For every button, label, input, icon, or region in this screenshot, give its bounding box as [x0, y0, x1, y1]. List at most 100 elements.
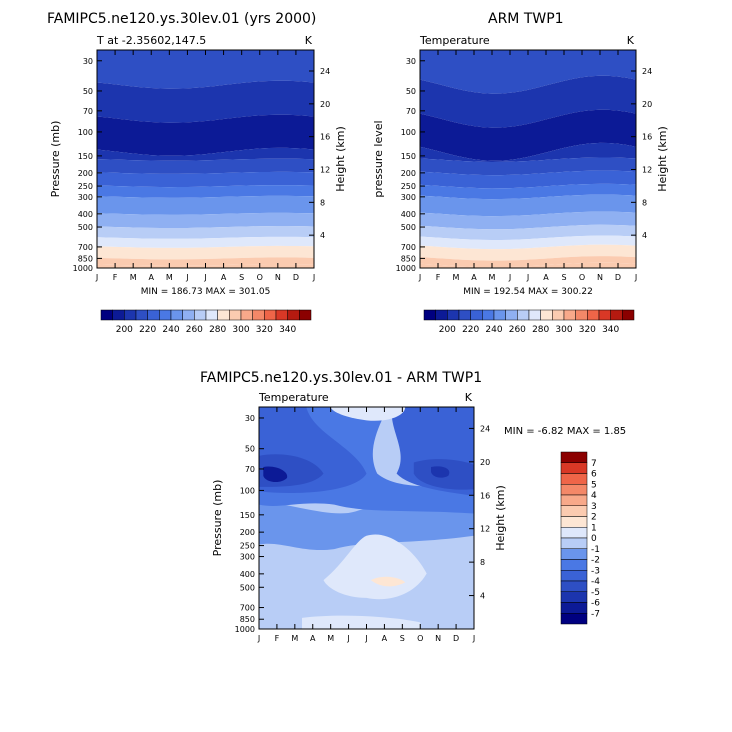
height-tick-label: 20 — [480, 458, 490, 467]
contour-band — [420, 109, 636, 161]
x-tick-label: F — [275, 634, 280, 643]
x-tick-label: A — [221, 273, 227, 282]
y-tick-label: 250 — [240, 542, 255, 551]
colorbar-swatch — [493, 309, 506, 321]
colorbar-label: 320 — [256, 325, 273, 335]
y-tick-label: 700 — [240, 604, 255, 613]
contour-band — [420, 244, 636, 261]
x-tick-label: J — [634, 273, 637, 282]
contour-band — [97, 185, 314, 198]
colorbar-swatch — [560, 580, 588, 592]
colorbar-swatch — [170, 309, 183, 321]
colorbar-swatch — [560, 505, 588, 517]
x-tick-label: A — [382, 634, 388, 643]
contour-band — [420, 183, 636, 200]
x-tick-label: M — [166, 273, 173, 282]
y-tick-label: 1000 — [396, 264, 416, 273]
colorbar-label: 280 — [209, 325, 226, 335]
colorbar-label: 4 — [591, 491, 597, 501]
colorbar-swatch — [560, 494, 588, 506]
colorbar-label: -3 — [591, 566, 600, 576]
colorbar-swatch — [240, 309, 253, 321]
colorbar-swatch — [560, 484, 588, 496]
difference-contour-region — [263, 466, 288, 483]
colorbar-swatch — [560, 570, 588, 582]
x-tick-label: J — [95, 273, 98, 282]
x-tick-label: J — [312, 273, 315, 282]
colorbar-swatch — [275, 309, 288, 321]
colorbar-swatch — [423, 309, 436, 321]
colorbar-swatch — [112, 309, 125, 321]
x-tick-label: D — [615, 273, 621, 282]
y-tick-label: 30 — [406, 57, 416, 66]
x-tick-label: O — [257, 273, 263, 282]
y-tick-label: 300 — [78, 193, 93, 202]
contour-band — [97, 212, 314, 229]
x-tick-label: A — [471, 273, 477, 282]
colorbar-swatch — [100, 309, 113, 321]
colorbar-label: 300 — [232, 325, 249, 335]
x-tick-label: M — [489, 273, 496, 282]
colorbar-swatch — [560, 516, 588, 528]
colorbar-label: 5 — [591, 480, 597, 490]
contour-band — [97, 80, 314, 123]
y-axis-right-label: Height (km) — [656, 126, 669, 192]
colorbar-swatch — [435, 309, 448, 321]
x-tick-label: S — [239, 273, 244, 282]
colorbar-swatch — [135, 309, 148, 321]
y-tick-label: 50 — [406, 87, 416, 96]
colorbar-label: 6 — [591, 470, 597, 480]
y-tick-label: 150 — [240, 511, 255, 520]
model-colorbar: 200 220 240 260 280 300 320 340 — [100, 309, 312, 335]
obs-heatmap-panel: J F M A M J J A S O N D J 30 50 70 100 150 200 250 300 400 500… — [372, 34, 669, 297]
height-tick-label: 4 — [320, 231, 325, 240]
y-tick-label: 250 — [401, 182, 416, 191]
colorbar-swatch — [252, 309, 265, 321]
colorbar-label: 260 — [509, 325, 526, 335]
y-tick-label: 200 — [240, 528, 255, 537]
colorbar-swatch — [205, 309, 218, 321]
contour-band — [420, 142, 636, 162]
x-tick-label: J — [472, 634, 475, 643]
x-tick-label: A — [310, 634, 316, 643]
x-tick-label: J — [203, 273, 206, 282]
obs-panel-title: ARM TWP1 — [488, 11, 564, 27]
colorbar-swatch — [560, 591, 588, 603]
colorbar-label: -1 — [591, 545, 600, 555]
height-tick-label: 4 — [642, 231, 647, 240]
contour-band — [420, 224, 636, 241]
colorbar-swatch — [560, 613, 588, 625]
y-axis-label: pressure level — [372, 120, 385, 197]
contour-band — [97, 226, 314, 239]
colorbar-swatch — [229, 309, 242, 321]
x-tick-label: S — [561, 273, 566, 282]
y-tick-label: 100 — [78, 128, 93, 137]
x-tick-label: O — [417, 634, 423, 643]
height-tick-label: 12 — [320, 166, 330, 175]
contour-band — [420, 50, 636, 94]
colorbar-swatch — [299, 309, 312, 321]
y-axis-label: Pressure (mb) — [211, 480, 224, 557]
colorbar-label: 300 — [555, 325, 572, 335]
colorbar-label: 200 — [439, 325, 456, 335]
y-axis-label: Pressure (mb) — [49, 121, 62, 198]
colorbar-label: 1 — [591, 523, 597, 533]
height-tick-label: 12 — [480, 525, 490, 534]
contour-band — [97, 195, 314, 215]
colorbar-swatch — [610, 309, 623, 321]
colorbar-swatch — [528, 309, 541, 321]
x-tick-label: N — [275, 273, 281, 282]
colorbar-label: 260 — [186, 325, 203, 335]
colorbar-swatch — [470, 309, 483, 321]
panel-subtitle-left: Temperature — [258, 391, 329, 404]
x-tick-label: J — [418, 273, 421, 282]
y-tick-label: 30 — [83, 57, 93, 66]
x-tick-label: M — [327, 634, 334, 643]
height-tick-label: 4 — [480, 592, 485, 601]
x-tick-label: F — [436, 273, 441, 282]
colorbar-swatch — [447, 309, 460, 321]
difference-contour-region — [302, 615, 421, 629]
x-tick-label: J — [364, 634, 367, 643]
height-tick-label: 24 — [320, 67, 330, 76]
